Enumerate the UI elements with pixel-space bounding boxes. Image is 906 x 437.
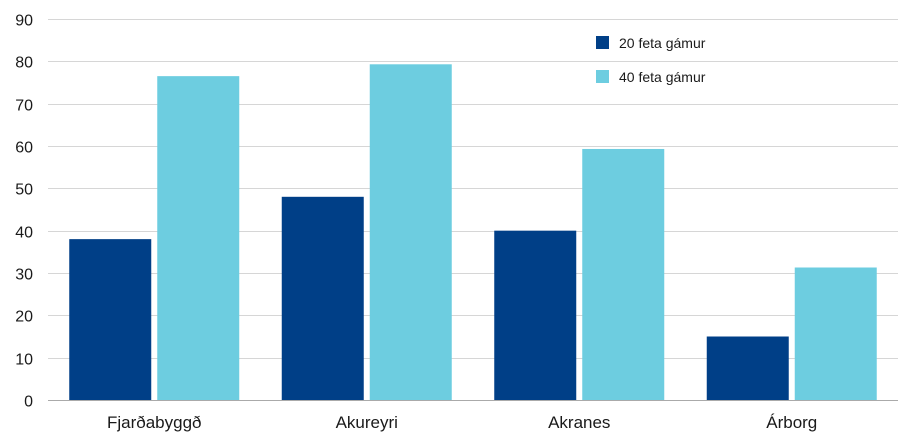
bar-series1	[281, 196, 364, 400]
y-axis-ticks: 0 10 20 30 40 50 60 70 80 90	[15, 13, 33, 411]
bar-series1	[69, 239, 152, 400]
y-tick-label: 80	[15, 55, 33, 72]
y-tick-label: 20	[15, 309, 33, 326]
y-tick-label: 10	[15, 352, 33, 369]
legend-swatch	[596, 36, 609, 49]
bar-series2	[369, 64, 452, 401]
x-tick-label: Akranes	[548, 413, 610, 432]
legend-label: 40 feta gámur	[619, 69, 706, 85]
x-tick-label: Akureyri	[336, 413, 398, 432]
legend-label: 20 feta gámur	[619, 35, 706, 51]
x-axis-ticks: Fjarðabyggð Akureyri Akranes Árborg	[107, 413, 817, 432]
legend-swatch	[596, 70, 609, 83]
x-tick-label: Fjarðabyggð	[107, 413, 202, 432]
y-tick-label: 40	[15, 225, 33, 242]
bar-series1	[494, 230, 577, 400]
bar-series2	[582, 148, 665, 400]
y-tick-label: 60	[15, 140, 33, 157]
bar-series2	[794, 267, 877, 400]
bar-series2	[157, 76, 240, 401]
y-tick-label: 90	[15, 13, 33, 30]
y-tick-label: 50	[15, 182, 33, 199]
x-tick-label: Árborg	[766, 413, 817, 432]
y-tick-label: 0	[24, 394, 33, 411]
y-tick-label: 30	[15, 267, 33, 284]
bars	[69, 64, 877, 401]
bar-series1	[706, 336, 789, 400]
legend: 20 feta gámur 40 feta gámur	[596, 35, 706, 85]
y-tick-label: 70	[15, 98, 33, 115]
